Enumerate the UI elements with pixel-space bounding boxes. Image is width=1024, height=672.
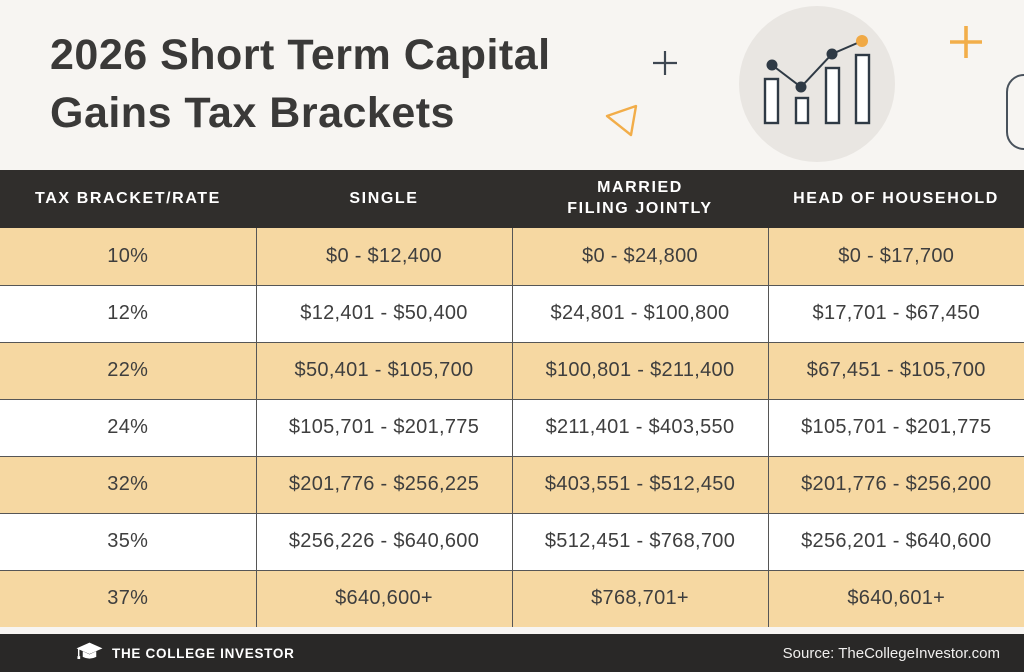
table-row: 24% $105,701 - $201,775 $211,401 - $403,…: [0, 398, 1024, 457]
page-title-line1: 2026 Short Term Capital: [50, 31, 551, 79]
cell-head-of-household: $67,451 - $105,700: [767, 341, 1024, 400]
cell-rate: 32%: [0, 455, 257, 514]
cell-married: $211,401 - $403,550: [511, 398, 769, 457]
cell-married: $403,551 - $512,450: [511, 455, 769, 514]
header-row: TAX BRACKET/RATE SINGLE MARRIED FILING J…: [0, 170, 1024, 228]
rounded-rect-decoration: [1006, 74, 1024, 150]
cell-married: $512,451 - $768,700: [511, 512, 769, 571]
table-row: 10% $0 - $12,400 $0 - $24,800 $0 - $17,7…: [0, 228, 1024, 286]
cell-head-of-household: $640,601+: [767, 569, 1024, 627]
brand-name: THE COLLEGE INVESTOR: [112, 645, 295, 661]
source-attribution: Source: TheCollegeInvestor.com: [782, 644, 1000, 662]
cell-single: $50,401 - $105,700: [255, 341, 513, 400]
table-row: 22% $50,401 - $105,700 $100,801 - $211,4…: [0, 341, 1024, 400]
cell-head-of-household: $256,201 - $640,600: [767, 512, 1024, 571]
cell-married: $768,701+: [511, 569, 769, 627]
cell-married: $0 - $24,800: [511, 228, 769, 286]
cell-single: $201,776 - $256,225: [255, 455, 513, 514]
cell-single: $256,226 - $640,600: [255, 512, 513, 571]
cell-head-of-household: $201,776 - $256,200: [767, 455, 1024, 514]
cell-head-of-household: $17,701 - $67,450: [767, 284, 1024, 343]
table-body: 10% $0 - $12,400 $0 - $24,800 $0 - $17,7…: [0, 228, 1024, 627]
brand-logo: THE COLLEGE INVESTOR: [76, 642, 295, 664]
triangle-icon: [605, 104, 638, 137]
cell-head-of-household: $105,701 - $201,775: [767, 398, 1024, 457]
cell-single: $0 - $12,400: [255, 228, 513, 286]
page-title: 2026 Short Term Capital Gains Tax Bracke…: [50, 26, 551, 142]
cell-head-of-household: $0 - $17,700: [767, 228, 1024, 286]
table-row: 37% $640,600+ $768,701+ $640,601+: [0, 569, 1024, 627]
cell-rate: 12%: [0, 284, 257, 343]
graduation-cap-icon: [76, 642, 103, 660]
column-header-married-filing-jointly: MARRIED FILING JOINTLY: [512, 170, 768, 228]
footer-bar: THE COLLEGE INVESTOR Source: TheCollegeI…: [0, 634, 1024, 672]
table-header: TAX BRACKET/RATE SINGLE MARRIED FILING J…: [0, 170, 1024, 228]
plus-icon-orange: [950, 26, 982, 58]
cell-married: $100,801 - $211,400: [511, 341, 769, 400]
cell-rate: 37%: [0, 569, 257, 627]
cell-single: $640,600+: [255, 569, 513, 627]
table-row: 32% $201,776 - $256,225 $403,551 - $512,…: [0, 455, 1024, 514]
column-header-single: SINGLE: [256, 170, 512, 228]
table-row: 12% $12,401 - $50,400 $24,801 - $100,800…: [0, 284, 1024, 343]
cell-rate: 35%: [0, 512, 257, 571]
cell-married: $24,801 - $100,800: [511, 284, 769, 343]
tax-brackets-table: TAX BRACKET/RATE SINGLE MARRIED FILING J…: [0, 170, 1024, 627]
cell-rate: 22%: [0, 341, 257, 400]
table-row: 35% $256,226 - $640,600 $512,451 - $768,…: [0, 512, 1024, 571]
cell-rate: 24%: [0, 398, 257, 457]
cell-rate: 10%: [0, 228, 257, 286]
page-title-line2: Gains Tax Brackets: [50, 89, 455, 137]
cell-single: $105,701 - $201,775: [255, 398, 513, 457]
cell-single: $12,401 - $50,400: [255, 284, 513, 343]
bar-chart-icon: [739, 6, 895, 162]
column-header-head-of-household: HEAD OF HOUSEHOLD: [768, 170, 1024, 228]
column-header-tax-bracket: TAX BRACKET/RATE: [0, 170, 256, 228]
plus-icon: [653, 51, 677, 75]
hero-section: 2026 Short Term Capital Gains Tax Bracke…: [0, 0, 1024, 170]
